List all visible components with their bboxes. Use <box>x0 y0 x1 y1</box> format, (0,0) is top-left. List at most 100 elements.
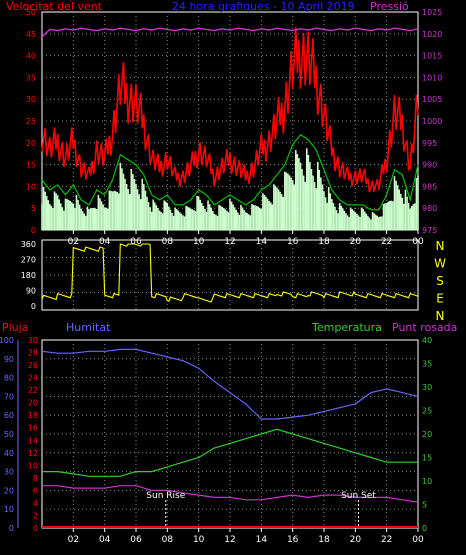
temperature-tick-label: 30 <box>422 383 432 392</box>
panel1-hour-ticks: 02 04 06 08 10 12 14 16 18 20 22 00 <box>68 230 424 247</box>
rain-tick-label: 4 <box>33 499 38 508</box>
temperature-tick-label: 10 <box>422 477 432 486</box>
humidity-legend: Humitat <box>66 321 111 334</box>
wind-tick-label: 15 <box>26 161 36 170</box>
humidity-tick-label: 0 <box>9 524 14 533</box>
compass-letter: N <box>436 239 445 253</box>
panel3-hour-tick-label: 04 <box>99 535 111 545</box>
humidity-tick-label: 80 <box>4 374 14 383</box>
chart-title: 24 hora grafiques - 10 April 2019 <box>172 0 355 13</box>
rain-tick-label: 20 <box>28 399 38 408</box>
temperature-tick-label: 40 <box>422 336 432 345</box>
panel3-grid <box>42 340 418 528</box>
panel2-series <box>41 243 419 303</box>
pressure-tick-label: 1005 <box>422 95 442 104</box>
pressure-line <box>41 27 419 38</box>
humidity-tick-label: 90 <box>4 355 14 364</box>
compass-letter: W <box>434 257 446 271</box>
rain-tick-label: 26 <box>28 361 38 370</box>
direction-tick-label: 360 <box>21 240 36 249</box>
panel1-hour-tick-label: 06 <box>130 237 142 247</box>
wind-tick-label: 40 <box>26 52 36 61</box>
wind-tick-label: 5 <box>31 204 36 213</box>
humidity-line <box>41 348 419 420</box>
dew-point-line <box>42 485 419 503</box>
humidity-tick-label: 70 <box>4 392 14 401</box>
temperature-tick-label: 15 <box>422 454 432 463</box>
temperature-tick-label: 20 <box>422 430 432 439</box>
rain-tick-label: 0 <box>33 524 38 533</box>
temperature-line <box>42 428 418 477</box>
panel1-hour-tick-label: 08 <box>162 237 174 247</box>
panel3-hour-tick-label: 22 <box>381 535 392 545</box>
rain-tick-label: 18 <box>28 411 38 420</box>
pressure-tick-label: 995 <box>422 139 437 148</box>
rain-tick-label: 30 <box>28 336 38 345</box>
rain-tick-label: 24 <box>28 374 38 383</box>
pressure-tick-label: 1010 <box>422 73 442 82</box>
direction-tick-label: 0 <box>31 302 36 311</box>
pressure-tick-label: 1000 <box>422 117 442 126</box>
panel1-hour-tick-label: 10 <box>193 237 205 247</box>
panel3-hour-tick-label: 06 <box>130 535 142 545</box>
panel1-pressure-ticks: 975 980 985 990 995 1000 1005 1010 1015 1020 1025 <box>422 8 442 235</box>
pressure-tick-label: 975 <box>422 226 437 235</box>
pressure-tick-label: 1020 <box>422 30 442 39</box>
rain-tick-label: 14 <box>28 436 38 445</box>
wind-tick-label: 45 <box>26 30 36 39</box>
panel2-grid <box>42 240 418 310</box>
humidity-tick-label: 40 <box>4 449 14 458</box>
pressure-axis-title: Pressió <box>370 0 409 13</box>
rain-tick-label: 2 <box>33 511 38 520</box>
compass-letter: E <box>436 292 444 306</box>
panel3-hour-tick-label: 14 <box>256 535 268 545</box>
panel1-series <box>41 27 419 230</box>
pressure-tick-label: 1015 <box>422 52 442 61</box>
panel3-hour-tick-label: 02 <box>68 535 79 545</box>
humidity-tick-label: 20 <box>4 486 14 495</box>
pressure-tick-label: 1025 <box>422 8 442 17</box>
humidity-tick-label: 100 <box>0 336 14 345</box>
humidity-tick-label: 30 <box>4 468 14 477</box>
pressure-tick-label: 980 <box>422 204 437 213</box>
panel3-hour-tick-label: 20 <box>350 535 362 545</box>
dew-point-legend: Punt rosada <box>392 321 457 334</box>
humidity-ticks: 0 10 20 30 40 50 60 70 80 90 100 <box>0 336 19 533</box>
panel3-series <box>41 348 419 528</box>
temperature-tick-label: 35 <box>422 360 432 369</box>
humidity-tick-label: 60 <box>4 411 14 420</box>
wind-tick-label: 10 <box>26 182 36 191</box>
compass-letter: N <box>436 309 445 323</box>
wind-tick-label: 35 <box>26 73 36 82</box>
rain-tick-label: 8 <box>33 474 38 483</box>
panel1-hour-tick-label: 12 <box>224 237 235 247</box>
direction-tick-label: 180 <box>21 271 36 280</box>
wind-gust-line <box>41 27 419 193</box>
panel1-wind-ticks: 0 5 10 15 20 25 30 35 40 45 50 <box>26 8 36 235</box>
rain-tick-label: 12 <box>28 449 38 458</box>
wind-tick-label: 50 <box>26 8 36 17</box>
wind-tick-label: 0 <box>31 226 36 235</box>
humidity-tick-label: 10 <box>4 505 14 514</box>
panel1-hour-tick-label: 20 <box>350 237 362 247</box>
panel1-hour-tick-label: 04 <box>99 237 111 247</box>
panel3-hour-ticks: 02 04 06 08 10 12 14 16 18 20 22 00 <box>68 528 424 545</box>
direction-tick-label: 270 <box>21 256 36 265</box>
compass-letter: S <box>436 274 444 288</box>
wind-tick-label: 20 <box>26 139 36 148</box>
rain-tick-label: 6 <box>33 486 38 495</box>
panel3-hour-tick-label: 12 <box>224 535 235 545</box>
panel1-hour-tick-label: 02 <box>68 237 79 247</box>
wind-axis-title: Velocitat del vent <box>6 0 103 13</box>
wind-direction-line <box>41 243 419 303</box>
panel1-hour-tick-label: 16 <box>287 237 299 247</box>
humidity-tick-label: 50 <box>4 430 14 439</box>
panel1-hour-tick-label: 14 <box>256 237 268 247</box>
panel1-hour-tick-label: 22 <box>381 237 392 247</box>
rain-tick-label: 16 <box>28 424 38 433</box>
